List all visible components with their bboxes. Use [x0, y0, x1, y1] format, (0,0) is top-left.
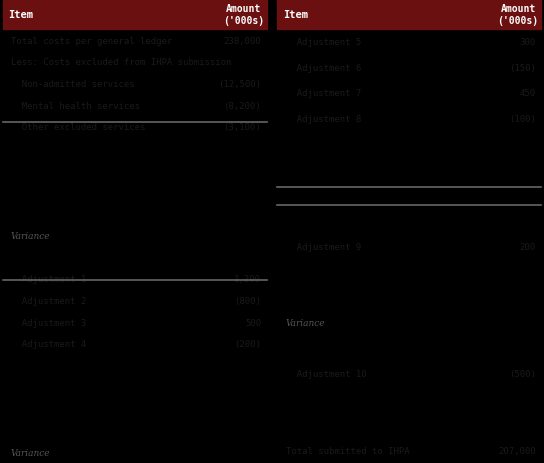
Text: Amount
('000s): Amount ('000s) — [222, 4, 264, 26]
Text: 1,200: 1,200 — [234, 275, 261, 283]
Text: 450: 450 — [520, 89, 536, 98]
Text: Total submitted to IHPA: Total submitted to IHPA — [286, 446, 409, 455]
Text: Variance: Variance — [286, 319, 325, 327]
Text: 500: 500 — [245, 318, 261, 327]
Text: (150): (150) — [509, 64, 536, 73]
Text: Mental health services: Mental health services — [11, 101, 140, 110]
Text: 238,000: 238,000 — [224, 37, 261, 45]
Text: 300: 300 — [520, 38, 536, 47]
Bar — [3, 0, 195, 30]
Text: Variance: Variance — [11, 448, 51, 457]
Text: (8,200): (8,200) — [224, 101, 261, 110]
Text: (500): (500) — [509, 369, 536, 378]
Text: Adjustment 2: Adjustment 2 — [11, 296, 86, 305]
Text: Adjustment 10: Adjustment 10 — [286, 369, 366, 378]
Text: Adjustment 3: Adjustment 3 — [11, 318, 86, 327]
Text: Variance: Variance — [11, 231, 51, 240]
Text: 207,000: 207,000 — [498, 446, 536, 455]
Text: Adjustment 9: Adjustment 9 — [286, 242, 361, 251]
Text: Adjustment 8: Adjustment 8 — [286, 115, 361, 124]
Text: Adjustment 1: Adjustment 1 — [11, 275, 86, 283]
Bar — [470, 0, 541, 30]
Text: Non-admitted services: Non-admitted services — [11, 80, 134, 89]
Text: (12,500): (12,500) — [218, 80, 261, 89]
Text: Other excluded services: Other excluded services — [11, 123, 145, 132]
Text: Amount
('000s): Amount ('000s) — [497, 4, 539, 26]
Text: (3,100): (3,100) — [224, 123, 261, 132]
Text: (200): (200) — [234, 339, 261, 349]
Text: 200: 200 — [520, 242, 536, 251]
Text: Adjustment 6: Adjustment 6 — [286, 64, 361, 73]
Text: Total costs per general ledger: Total costs per general ledger — [11, 37, 172, 45]
Text: (100): (100) — [509, 115, 536, 124]
Bar — [277, 0, 470, 30]
Bar — [195, 0, 267, 30]
Text: Less: Costs excluded from IHPA submission: Less: Costs excluded from IHPA submissio… — [11, 58, 231, 67]
Text: Item: Item — [8, 10, 33, 20]
Text: (800): (800) — [234, 296, 261, 305]
Text: Adjustment 4: Adjustment 4 — [11, 339, 86, 349]
Text: Adjustment 7: Adjustment 7 — [286, 89, 361, 98]
Text: Item: Item — [283, 10, 308, 20]
Text: Adjustment 5: Adjustment 5 — [286, 38, 361, 47]
